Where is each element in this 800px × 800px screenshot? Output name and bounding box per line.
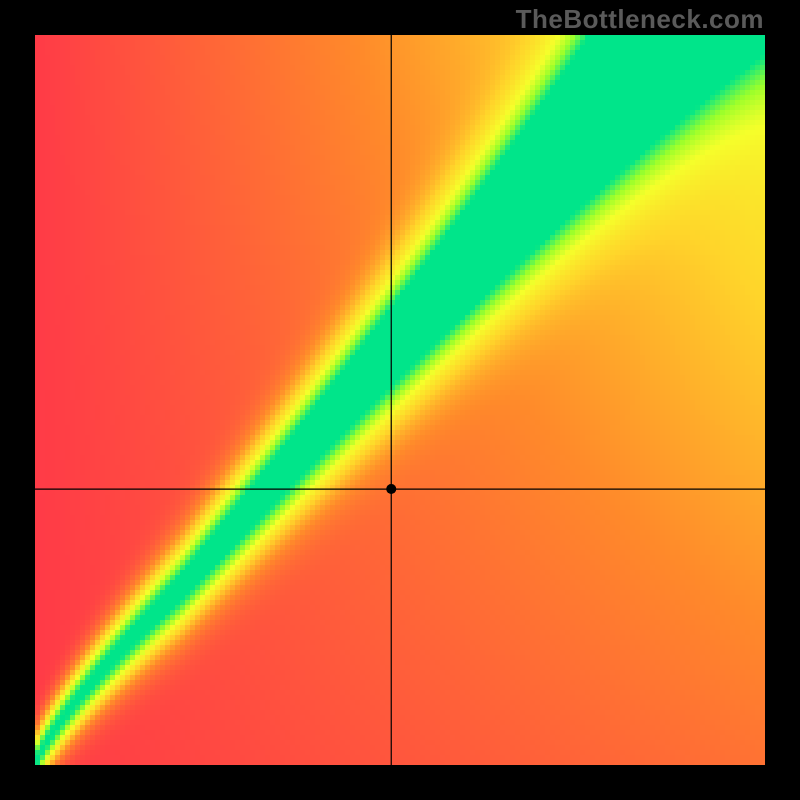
bottleneck-heatmap	[0, 0, 800, 800]
watermark-text: TheBottleneck.com	[516, 4, 764, 35]
